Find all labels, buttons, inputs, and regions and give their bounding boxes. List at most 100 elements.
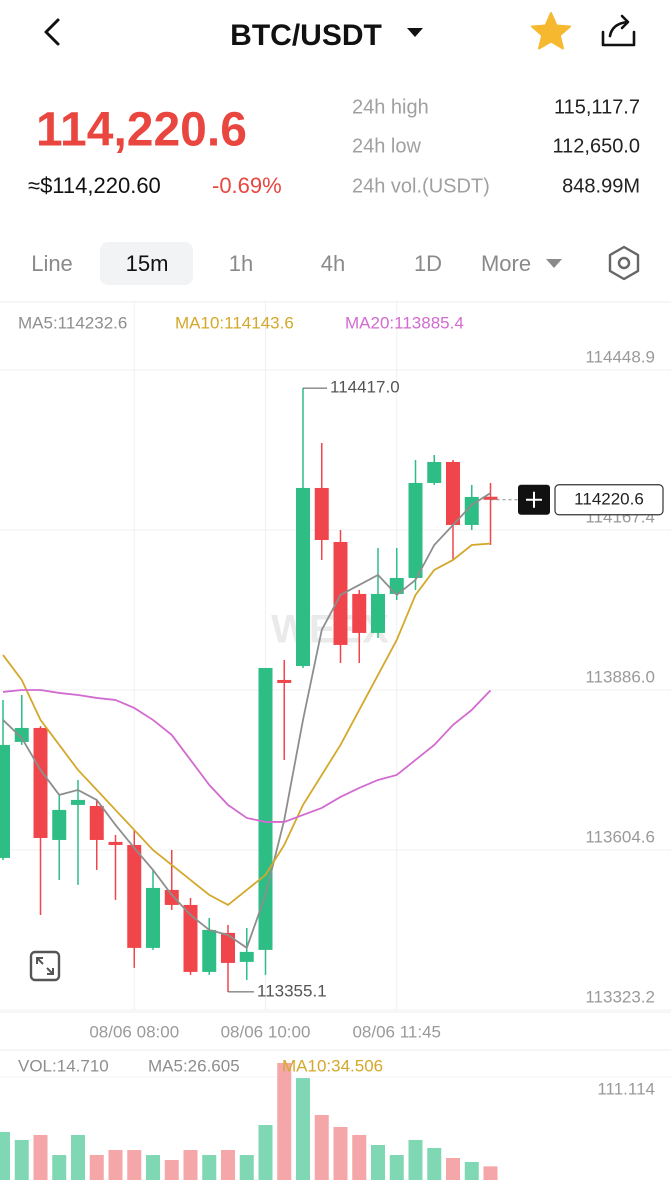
y-tick-label: 113323.2 — [585, 987, 655, 1006]
tab[interactable]: Line — [31, 251, 73, 276]
stat-label: 24h low — [352, 135, 421, 157]
y-tick-label: 113604.6 — [585, 827, 655, 846]
candle-body — [371, 593, 385, 633]
ma-line — [2, 542, 491, 907]
volume-bar — [352, 1134, 367, 1180]
fiat-price: ≈$114,220.60 — [28, 173, 161, 198]
candle-body — [127, 844, 142, 948]
volume-bar — [389, 1155, 404, 1180]
candle-body — [183, 904, 198, 972]
volume-bar — [258, 1125, 273, 1180]
volume-bar — [14, 1139, 29, 1180]
volume-tick-label: 111.114 — [597, 1079, 655, 1098]
volume-bar — [146, 1155, 160, 1180]
candle-body — [33, 727, 48, 838]
volume-bar — [183, 1150, 198, 1180]
volume-bar — [221, 1150, 235, 1180]
candle-body — [464, 496, 479, 525]
x-tick-label: 08/06 11:45 — [352, 1022, 441, 1041]
price-change: -0.69% — [212, 173, 282, 198]
candle-body — [14, 727, 29, 742]
candle-body — [221, 932, 235, 963]
volume-legend-entry: VOL:14.710 — [18, 1056, 109, 1075]
candle-body — [352, 593, 367, 633]
legend-entry: MA10:114143.6 — [175, 313, 294, 332]
share-button[interactable] — [601, 14, 636, 47]
volume-bar — [371, 1144, 385, 1180]
volume-bar — [0, 1131, 10, 1180]
pair-dropdown[interactable] — [407, 28, 423, 37]
volume-bar — [108, 1150, 123, 1180]
candle-body — [333, 541, 348, 645]
favorite-star[interactable] — [531, 12, 571, 50]
stat-label: 24h high — [352, 96, 429, 118]
volume-bar — [202, 1155, 217, 1180]
candle-body — [446, 461, 460, 525]
pair-title[interactable]: BTC/USDT — [230, 19, 382, 52]
last-price: 114,220.6 — [36, 104, 247, 157]
stat-value: 112,650.0 — [553, 135, 641, 157]
y-tick-label: 114448.9 — [585, 347, 655, 366]
volume-bar — [127, 1150, 142, 1180]
crosshair-icon — [526, 491, 542, 508]
volume-bar — [277, 1063, 292, 1180]
volume-legend-entry: MA5:26.605 — [148, 1056, 240, 1075]
candle-body — [89, 805, 104, 840]
candle-body — [52, 809, 67, 840]
volume-bar — [33, 1134, 48, 1180]
min-label: 113355.1 — [257, 981, 327, 1000]
candle-body — [408, 482, 423, 578]
candle-body — [164, 889, 179, 905]
ma-line — [2, 689, 492, 823]
volume-bar — [52, 1155, 67, 1180]
volume-bar — [427, 1147, 442, 1180]
volume-bar — [333, 1126, 348, 1180]
volume-bar — [89, 1155, 104, 1180]
candle-body — [71, 799, 85, 805]
volume-bar — [464, 1161, 479, 1180]
tab-selected-bg — [100, 242, 193, 285]
volume-legend-entry: MA10:34.506 — [282, 1056, 383, 1075]
tab[interactable]: More — [481, 251, 531, 276]
expand-button[interactable] — [29, 950, 61, 982]
settings-button[interactable] — [608, 245, 640, 281]
tab[interactable]: 1D — [414, 251, 442, 276]
volume-bar — [446, 1157, 460, 1180]
volume-bar — [408, 1139, 423, 1180]
volume-bar — [314, 1115, 329, 1180]
legend-entry: MA5:114232.6 — [18, 313, 127, 332]
stat-label: 24h vol.(USDT) — [352, 175, 490, 197]
back-button[interactable] — [44, 18, 60, 46]
x-tick-label: 08/06 10:00 — [221, 1022, 311, 1041]
volume-bar — [239, 1155, 254, 1180]
x-tick-label: 08/06 08:00 — [89, 1022, 179, 1041]
volume-bar — [296, 1078, 310, 1180]
candle-body — [483, 496, 498, 500]
candle-body — [0, 744, 10, 858]
more-dropdown[interactable] — [546, 259, 562, 268]
volume-bar — [483, 1166, 498, 1180]
last-price-tag — [554, 484, 664, 516]
candle-body — [427, 461, 442, 483]
stat-value: 848.99M — [562, 175, 640, 197]
ma-line — [2, 492, 491, 950]
candle-body — [239, 951, 254, 962]
candle-body — [108, 841, 123, 845]
legend-entry: MA20:113885.4 — [345, 313, 464, 332]
expand-icon — [36, 957, 54, 975]
volume-bar — [164, 1160, 179, 1180]
tab[interactable]: 1h — [229, 251, 253, 276]
last-price-label: 114220.6 — [574, 489, 644, 508]
tab[interactable]: 4h — [321, 251, 345, 276]
candle-body — [277, 679, 292, 683]
max-label: 114417.0 — [330, 378, 400, 397]
volume-bar — [71, 1134, 85, 1180]
candle-body — [202, 929, 217, 972]
y-tick-label: 113886.0 — [585, 668, 655, 687]
candle-body — [146, 887, 160, 948]
candle-body — [296, 487, 310, 666]
tab[interactable]: 15m — [126, 251, 169, 276]
stat-value: 115,117.7 — [554, 96, 640, 118]
candle-body — [314, 487, 329, 540]
